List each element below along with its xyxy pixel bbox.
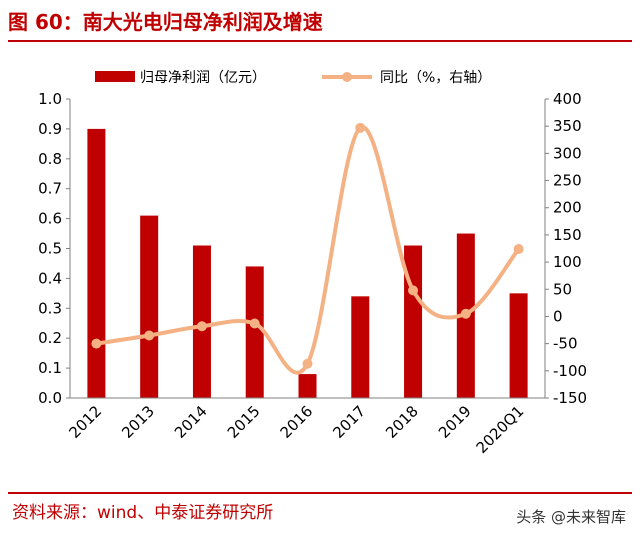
bar	[140, 215, 159, 398]
legend-line-label: 同比（%，右轴）	[380, 70, 491, 86]
right-tick-label: 50	[553, 280, 572, 298]
line-point	[302, 358, 313, 369]
legend: 归母净利润（亿元） 同比（%，右轴）	[95, 69, 491, 86]
left-tick-label: 0.0	[38, 389, 62, 407]
right-tick-label: -50	[553, 335, 578, 353]
right-axis: -150 -100 -50 0 50 100 150 200 250 300 350 400	[544, 90, 587, 407]
line-point	[144, 330, 155, 341]
left-axis: 0.0 0.1 0.2 0.3 0.4 0.5 0.6 0.7 0.8 0.9 1.0	[38, 90, 71, 407]
line-point	[355, 122, 366, 133]
line-point	[513, 244, 524, 255]
right-tick-label: 350	[553, 117, 582, 135]
left-tick-label: 0.8	[38, 150, 62, 168]
bar	[245, 266, 264, 398]
chart: 归母净利润（亿元） 同比（%，右轴） 0.0 0.1 0.2 0.3 0.4 0.5 0.6…	[38, 69, 587, 457]
right-tick-label: 400	[553, 90, 582, 108]
x-tick-label: 2016	[277, 402, 317, 442]
left-tick-label: 0.1	[38, 359, 62, 377]
left-tick-label: 0.7	[38, 180, 62, 198]
line-point	[460, 308, 471, 319]
right-tick-label: 150	[553, 226, 582, 244]
x-tick-label: 2012	[65, 402, 105, 442]
right-tick-label: -100	[553, 362, 587, 380]
right-tick-label: 300	[553, 144, 582, 162]
x-tick-label: 2017	[329, 402, 369, 442]
title-rule	[8, 40, 632, 42]
x-tick-label: 2019	[435, 402, 475, 442]
left-tick-label: 1.0	[38, 90, 62, 108]
bar	[509, 293, 528, 398]
bar	[351, 296, 370, 398]
chart-title: 图 60：南大光电归母净利润及增速	[8, 10, 323, 34]
left-tick-label: 0.5	[38, 240, 62, 258]
left-tick-label: 0.3	[38, 299, 62, 317]
x-tick-label: 2015	[224, 402, 264, 442]
bar-series	[87, 128, 528, 398]
line-point	[408, 285, 419, 296]
right-tick-label: 0	[553, 307, 563, 325]
bar	[298, 374, 317, 398]
right-tick-label: -150	[553, 389, 587, 407]
left-tick-label: 0.9	[38, 120, 62, 138]
x-tick-label: 2013	[118, 402, 158, 442]
left-tick-label: 0.4	[38, 269, 62, 287]
right-tick-label: 250	[553, 172, 582, 190]
x-tick-label: 2014	[171, 402, 211, 442]
line-series	[91, 122, 524, 375]
x-tick-label: 2018	[382, 402, 422, 442]
line-point	[249, 318, 260, 329]
left-tick-label: 0.2	[38, 329, 62, 347]
legend-bar-swatch	[95, 71, 135, 82]
footer-rule	[8, 492, 632, 494]
legend-bar-label: 归母净利润（亿元）	[140, 69, 266, 86]
bar	[87, 128, 106, 398]
line-point	[91, 338, 102, 349]
legend-line-marker	[342, 72, 352, 82]
left-tick-label: 0.6	[38, 210, 62, 228]
source-note: 资料来源：wind、中泰证券研究所	[12, 503, 274, 523]
line-path	[96, 125, 521, 375]
watermark: 头条 @未来智库	[516, 508, 626, 526]
line-point	[196, 321, 207, 332]
x-tick-label: 2020Q1	[473, 402, 528, 457]
right-tick-label: 200	[553, 199, 582, 217]
right-tick-label: 100	[553, 253, 582, 271]
